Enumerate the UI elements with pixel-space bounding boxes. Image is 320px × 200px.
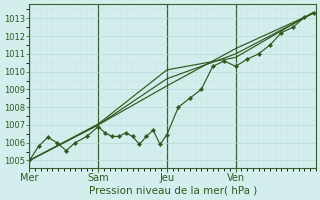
X-axis label: Pression niveau de la mer( hPa ): Pression niveau de la mer( hPa ) xyxy=(89,186,257,196)
